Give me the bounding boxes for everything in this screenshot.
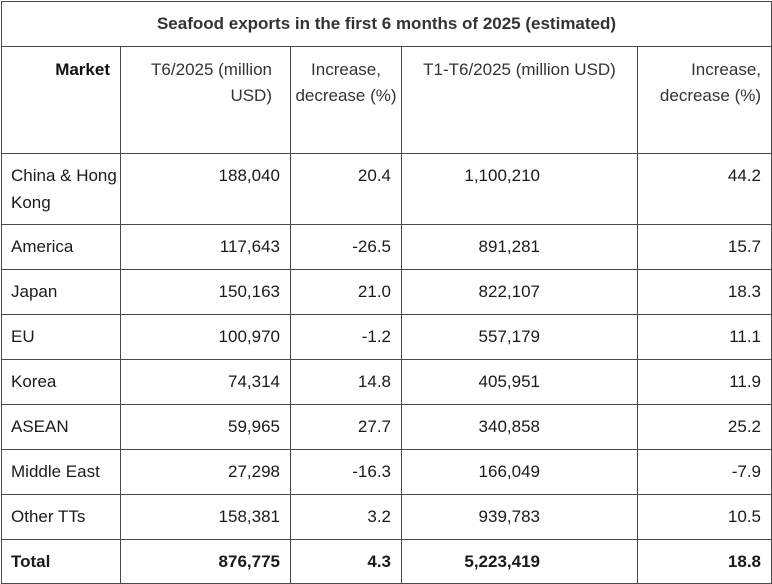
cell-inc1: 20.4 (290, 153, 402, 225)
cell-t6: 74,314 (120, 359, 291, 405)
cell-t6: 27,298 (120, 449, 291, 495)
cell-inc1: -16.3 (290, 449, 402, 495)
cell-t1: 340,858 (401, 404, 638, 450)
cell-market: ASEAN (1, 404, 121, 450)
header-market: Market (1, 46, 121, 154)
cell-market: Japan (1, 269, 121, 315)
cell-inc2: -7.9 (636, 449, 772, 495)
table-title-row: Seafood exports in the first 6 months of… (0, 1, 772, 47)
table-row: Japan 150,163 21.0 822,107 18.3 (1, 269, 772, 315)
cell-inc2: 11.9 (636, 359, 772, 405)
cell-inc2: 11.1 (636, 314, 772, 360)
table-row: ASEAN 59,965 27.7 340,858 25.2 (1, 404, 772, 450)
table-row: China & Hong Kong 188,040 20.4 1,100,210… (1, 153, 772, 225)
cell-t1: 557,179 (401, 314, 638, 360)
cell-inc2: 10.5 (636, 494, 772, 540)
cell-t6: 59,965 (120, 404, 291, 450)
total-label: Total (1, 539, 121, 584)
table-row: Other TTs 158,381 3.2 939,783 10.5 (1, 494, 772, 540)
cell-t6: 117,643 (120, 224, 291, 270)
table-row: America 117,643 -26.5 891,281 15.7 (1, 224, 772, 270)
cell-t6: 100,970 (120, 314, 291, 360)
table-total-row: Total 876,775 4.3 5,223,419 18.8 (1, 539, 772, 584)
table-row: Korea 74,314 14.8 405,951 11.9 (1, 359, 772, 405)
cell-inc2: 25.2 (636, 404, 772, 450)
table-title: Seafood exports in the first 6 months of… (0, 1, 772, 47)
cell-t1: 166,049 (401, 449, 638, 495)
header-t6-2025: T6/2025 (million USD) (120, 46, 291, 154)
cell-market: Middle East (1, 449, 121, 495)
cell-t1: 1,100,210 (401, 153, 638, 225)
total-t1: 5,223,419 (401, 539, 638, 584)
cell-market: Other TTs (1, 494, 121, 540)
table-row: Middle East 27,298 -16.3 166,049 -7.9 (1, 449, 772, 495)
cell-market: America (1, 224, 121, 270)
header-t1-t6-2025: T1-T6/2025 (million USD) (401, 46, 638, 154)
total-t6: 876,775 (120, 539, 291, 584)
header-increase-decrease-t1-t6: Increase, decrease (%) (636, 46, 772, 154)
cell-inc1: 27.7 (290, 404, 402, 450)
cell-inc1: -26.5 (290, 224, 402, 270)
cell-inc1: 14.8 (290, 359, 402, 405)
cell-inc2: 44.2 (636, 153, 772, 225)
cell-t1: 939,783 (401, 494, 638, 540)
cell-inc2: 18.3 (636, 269, 772, 315)
cell-market: China & Hong Kong (1, 153, 121, 225)
cell-inc1: 21.0 (290, 269, 402, 315)
cell-t6: 150,163 (120, 269, 291, 315)
cell-t6: 158,381 (120, 494, 291, 540)
cell-inc2: 15.7 (636, 224, 772, 270)
cell-t1: 891,281 (401, 224, 638, 270)
header-increase-decrease-t6: Increase, decrease (%) (290, 46, 402, 154)
cell-inc1: 3.2 (290, 494, 402, 540)
cell-market: EU (1, 314, 121, 360)
total-inc1: 4.3 (290, 539, 402, 584)
table-row: EU 100,970 -1.2 557,179 11.1 (1, 314, 772, 360)
cell-market: Korea (1, 359, 121, 405)
cell-inc1: -1.2 (290, 314, 402, 360)
cell-t6: 188,040 (120, 153, 291, 225)
table-header-row: Market T6/2025 (million USD) Increase, d… (1, 46, 772, 154)
total-inc2: 18.8 (636, 539, 772, 584)
cell-t1: 822,107 (401, 269, 638, 315)
cell-t1: 405,951 (401, 359, 638, 405)
